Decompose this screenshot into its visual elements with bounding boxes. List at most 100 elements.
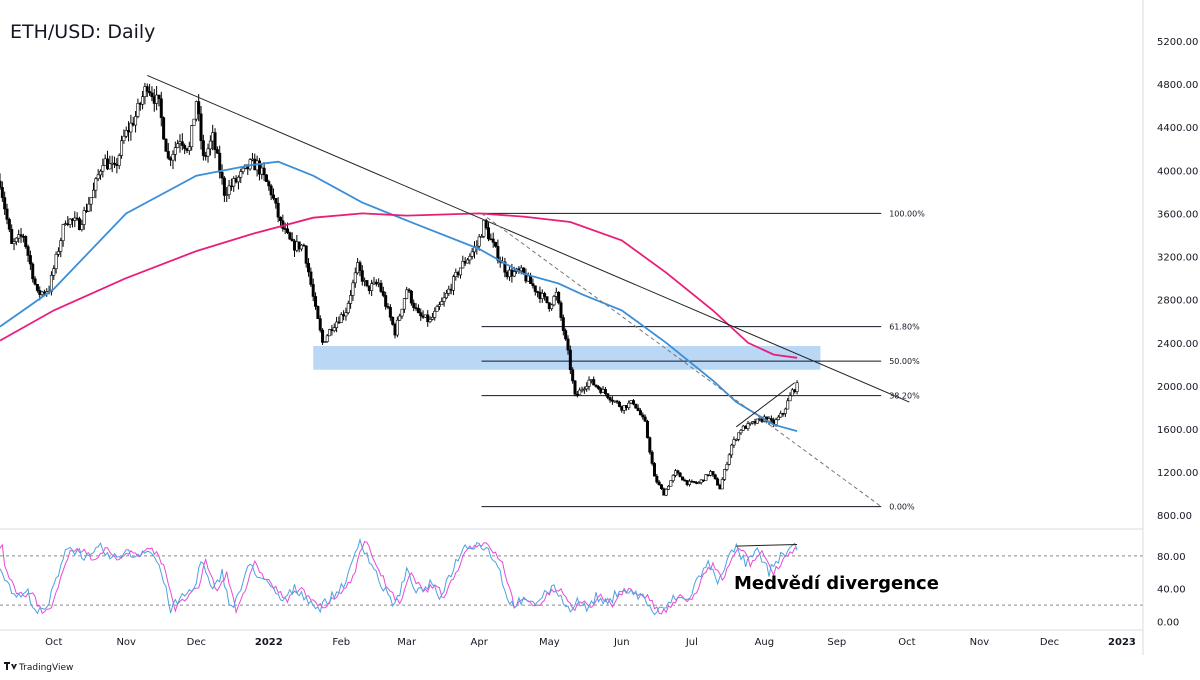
candle bbox=[645, 419, 649, 439]
candle bbox=[655, 473, 659, 484]
time-tick-label: Nov bbox=[970, 637, 990, 648]
candle bbox=[487, 222, 491, 242]
candle bbox=[573, 380, 577, 397]
candle bbox=[650, 450, 654, 466]
time-axis: Oct Nov Dec 2022 Feb Mar Apr May Jun Jul Aug Sep Oct… bbox=[45, 637, 1136, 648]
candle-body bbox=[678, 472, 682, 478]
candle-body bbox=[575, 393, 579, 396]
candle-body bbox=[465, 259, 469, 264]
support-zone bbox=[313, 345, 821, 370]
candle bbox=[14, 237, 18, 246]
time-tick-label: Jun bbox=[613, 637, 630, 648]
candle-body bbox=[451, 276, 455, 291]
candle bbox=[180, 133, 184, 151]
candle bbox=[0, 173, 2, 190]
candle-body bbox=[774, 419, 778, 425]
candle bbox=[458, 267, 462, 279]
candle bbox=[335, 316, 339, 333]
candle-body bbox=[358, 262, 362, 271]
candle bbox=[482, 219, 486, 239]
tradingview-logo[interactable]: TradingView bbox=[4, 662, 73, 673]
candle bbox=[236, 175, 240, 190]
candle bbox=[328, 328, 332, 337]
candle bbox=[222, 176, 226, 202]
candle-body bbox=[704, 474, 708, 481]
candle-body bbox=[416, 307, 420, 313]
candle-body bbox=[113, 162, 117, 165]
candle-body bbox=[592, 379, 596, 386]
candle-body bbox=[54, 254, 58, 269]
candle bbox=[325, 334, 329, 343]
candle-body bbox=[80, 224, 84, 231]
candle-body bbox=[564, 330, 568, 340]
candle bbox=[437, 301, 441, 311]
candle bbox=[776, 414, 780, 421]
candle bbox=[748, 422, 752, 426]
candle-body bbox=[14, 237, 18, 242]
candle bbox=[531, 278, 535, 289]
candle-body bbox=[159, 98, 163, 118]
candle-body bbox=[667, 485, 671, 490]
candle bbox=[108, 155, 112, 170]
moving-average-fast bbox=[0, 160, 798, 432]
candle-body bbox=[108, 163, 112, 170]
price-tick-label: 1200.00 bbox=[1157, 468, 1198, 479]
candle bbox=[783, 407, 787, 417]
candle-body bbox=[89, 197, 93, 205]
candle bbox=[155, 85, 159, 111]
rsi-tick-label: 80.00 bbox=[1157, 552, 1186, 563]
time-tick-label: Oct bbox=[898, 637, 915, 648]
candle-body bbox=[26, 246, 30, 256]
candle bbox=[309, 267, 313, 287]
candle-body bbox=[300, 244, 304, 250]
candle bbox=[704, 474, 708, 481]
candle bbox=[388, 304, 392, 321]
candle-body bbox=[388, 307, 392, 318]
candle-body bbox=[129, 122, 133, 133]
candle-body bbox=[737, 432, 741, 440]
candle-body bbox=[302, 244, 306, 247]
candle-body bbox=[318, 318, 322, 331]
candle-body bbox=[723, 469, 727, 480]
price-tick-label: 5200.00 bbox=[1157, 37, 1198, 48]
candle-body bbox=[381, 291, 385, 296]
candle bbox=[575, 391, 579, 398]
candle-body bbox=[559, 302, 563, 318]
candle-body bbox=[353, 272, 357, 284]
candle bbox=[734, 438, 738, 442]
candle-body bbox=[351, 282, 355, 296]
candle-body bbox=[795, 382, 799, 392]
candle bbox=[80, 219, 84, 232]
time-tick-label: Oct bbox=[45, 637, 62, 648]
candle bbox=[164, 138, 168, 152]
candle bbox=[564, 328, 568, 341]
candle bbox=[727, 453, 731, 466]
candle bbox=[746, 420, 750, 431]
time-tick-label: Dec bbox=[1040, 637, 1059, 648]
candle bbox=[201, 134, 205, 161]
candle bbox=[54, 251, 58, 274]
candle bbox=[353, 267, 357, 288]
candle bbox=[440, 297, 444, 306]
candle bbox=[171, 150, 175, 170]
price-tick-label: 2800.00 bbox=[1157, 296, 1198, 307]
candle bbox=[99, 169, 103, 180]
candle bbox=[220, 164, 224, 185]
candle bbox=[606, 393, 610, 400]
candle-body bbox=[561, 317, 565, 331]
candle-body bbox=[155, 94, 159, 104]
candle bbox=[603, 386, 607, 397]
candle-body bbox=[435, 306, 439, 312]
candle-body bbox=[269, 185, 273, 196]
candle-body bbox=[307, 263, 311, 273]
candle-body bbox=[3, 197, 7, 210]
candle-body bbox=[790, 389, 794, 396]
candle-body bbox=[587, 379, 591, 387]
candle-body bbox=[384, 295, 388, 307]
candle bbox=[580, 386, 584, 393]
fib-level-label: 100.00% bbox=[889, 209, 925, 218]
candle bbox=[321, 328, 325, 345]
candle-body bbox=[236, 176, 240, 183]
candle bbox=[3, 191, 7, 215]
